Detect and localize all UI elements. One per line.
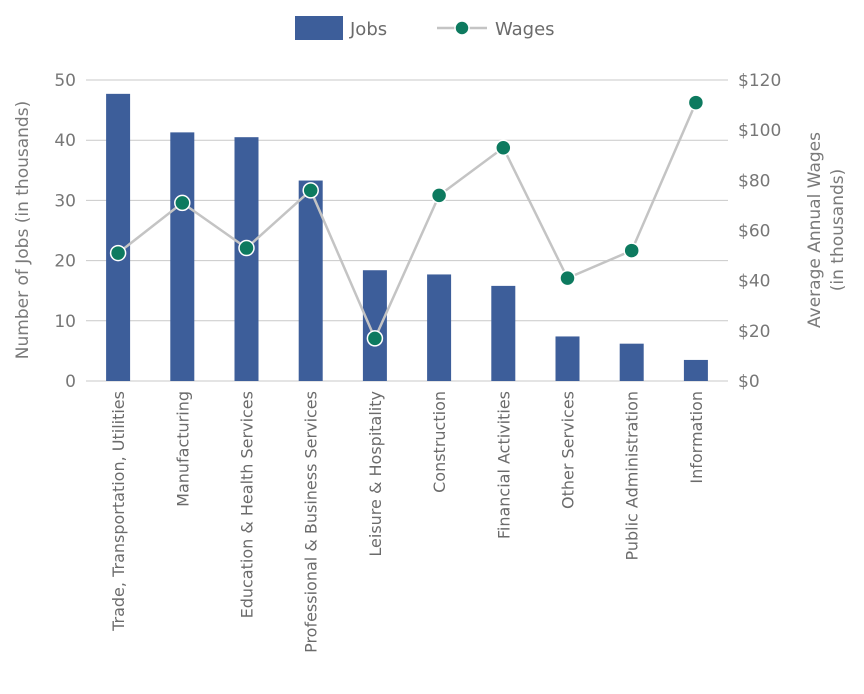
y-tick-left: 30 xyxy=(54,191,76,211)
point-wages xyxy=(559,269,576,287)
x-tick-label: Professional & Business Services xyxy=(302,391,321,653)
x-tick-label: Trade, Transportation, Utilities xyxy=(109,391,128,632)
bar-jobs xyxy=(298,180,323,381)
bar-jobs xyxy=(683,359,708,381)
legend-swatch-jobs xyxy=(295,16,343,40)
y-axis-left: 0 10 20 30 40 50 xyxy=(54,71,76,392)
point-wages xyxy=(623,242,640,259)
x-tick-label: Public Administration xyxy=(623,391,642,561)
y-tick-right: $120 xyxy=(738,71,781,91)
x-tick-label: Education & Health Services xyxy=(238,391,257,618)
y-tick-right: $100 xyxy=(738,121,781,141)
bar-jobs xyxy=(170,132,195,381)
wages-series-line xyxy=(117,102,698,342)
y-tick-right: $20 xyxy=(738,322,770,342)
point-wages xyxy=(238,239,255,257)
legend-label-wages: Wages xyxy=(495,19,555,40)
y-tick-left: 40 xyxy=(54,131,76,151)
wages-line xyxy=(109,94,705,347)
y-tick-right: $60 xyxy=(738,222,770,242)
legend: Jobs Wages xyxy=(295,16,555,40)
point-wages xyxy=(687,94,705,111)
x-tick-label: Financial Activities xyxy=(494,391,513,539)
y-axis-left-title: Number of Jobs (in thousands) xyxy=(13,101,33,359)
y-tick-left: 50 xyxy=(54,71,76,91)
point-wages xyxy=(366,330,384,347)
bar-jobs xyxy=(106,93,131,381)
y-tick-right: $0 xyxy=(738,372,760,392)
y-tick-left: 0 xyxy=(65,372,76,392)
y-tick-left: 20 xyxy=(54,252,76,272)
y-tick-right: $80 xyxy=(738,171,770,191)
y-axis-right-title-line1: Average Annual Wages xyxy=(805,132,825,328)
legend-marker-wages xyxy=(454,20,470,36)
y-axis-right: $0 $20 $40 $60 $80 $100 $120 xyxy=(738,71,781,392)
bar-jobs xyxy=(362,270,387,381)
x-tick-label: Other Services xyxy=(559,391,578,509)
x-tick-label: Construction xyxy=(430,391,449,493)
y-axis-right-title-line2: (in thousands) xyxy=(828,169,848,291)
x-tick-label: Leisure & Hospitality xyxy=(366,391,385,557)
bar-jobs xyxy=(427,274,452,381)
y-tick-left: 10 xyxy=(54,312,76,332)
point-wages xyxy=(174,194,191,212)
point-wages xyxy=(109,244,127,262)
x-tick-label: Manufacturing xyxy=(173,391,192,507)
point-wages xyxy=(495,139,512,156)
point-wages xyxy=(302,182,319,199)
bars xyxy=(106,93,708,381)
legend-label-jobs: Jobs xyxy=(349,19,387,40)
bar-jobs xyxy=(491,285,516,381)
x-axis-labels: Trade, Transportation, Utilities Manufact… xyxy=(109,391,706,653)
y-tick-right: $40 xyxy=(738,272,770,292)
x-tick-label: Information xyxy=(687,391,706,484)
bar-jobs xyxy=(555,336,580,381)
point-wages xyxy=(430,187,448,204)
bar-jobs xyxy=(234,137,259,381)
bar-jobs xyxy=(619,343,644,381)
